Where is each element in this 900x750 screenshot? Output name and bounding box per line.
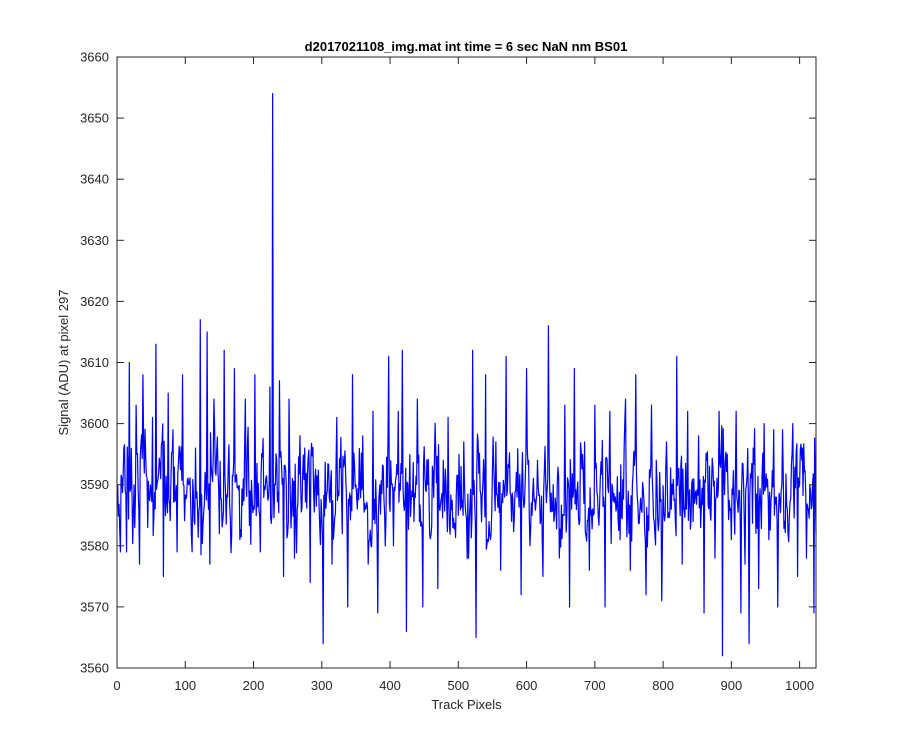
- x-tick-label: 0: [113, 678, 120, 693]
- axes-background: [117, 57, 816, 668]
- x-tick-label: 300: [311, 678, 333, 693]
- x-tick-label: 200: [243, 678, 265, 693]
- y-tick-label: 3620: [80, 294, 109, 309]
- x-axis: 0 100 200 300 400 500 600 700 800 900 1000: [113, 57, 814, 693]
- y-axis-label: Signal (ADU) at pixel 297: [56, 290, 71, 436]
- plot-area: [116, 56, 817, 669]
- y-tick-label: 3570: [80, 599, 109, 614]
- y-tick-label: 3580: [80, 538, 109, 553]
- x-tick-label: 700: [584, 678, 606, 693]
- y-tick-label: 3630: [80, 233, 109, 248]
- series-line: [117, 93, 817, 657]
- y-tick-label: 3590: [80, 477, 109, 492]
- y-tick-label: 3560: [80, 661, 109, 676]
- y-tick-label: 3660: [80, 50, 109, 65]
- x-tick-label: 900: [721, 678, 743, 693]
- x-tick-label: 100: [174, 678, 196, 693]
- x-tick-label: 1000: [785, 678, 814, 693]
- x-axis-label: Track Pixels: [431, 697, 502, 712]
- y-tick-label: 3640: [80, 172, 109, 187]
- x-tick-label: 400: [379, 678, 401, 693]
- chart-title: d2017021108_img.mat int time = 6 sec NaN…: [305, 39, 628, 54]
- x-tick-label: 600: [516, 678, 538, 693]
- y-tick-label: 3650: [80, 111, 109, 126]
- y-tick-label: 3600: [80, 416, 109, 431]
- y-tick-label: 3610: [80, 355, 109, 370]
- x-tick-label: 500: [447, 678, 469, 693]
- y-axis: 3560 3570 3580 3590 3600 3610 3620 3630 3640 3650…: [80, 50, 816, 676]
- x-tick-label: 800: [652, 678, 674, 693]
